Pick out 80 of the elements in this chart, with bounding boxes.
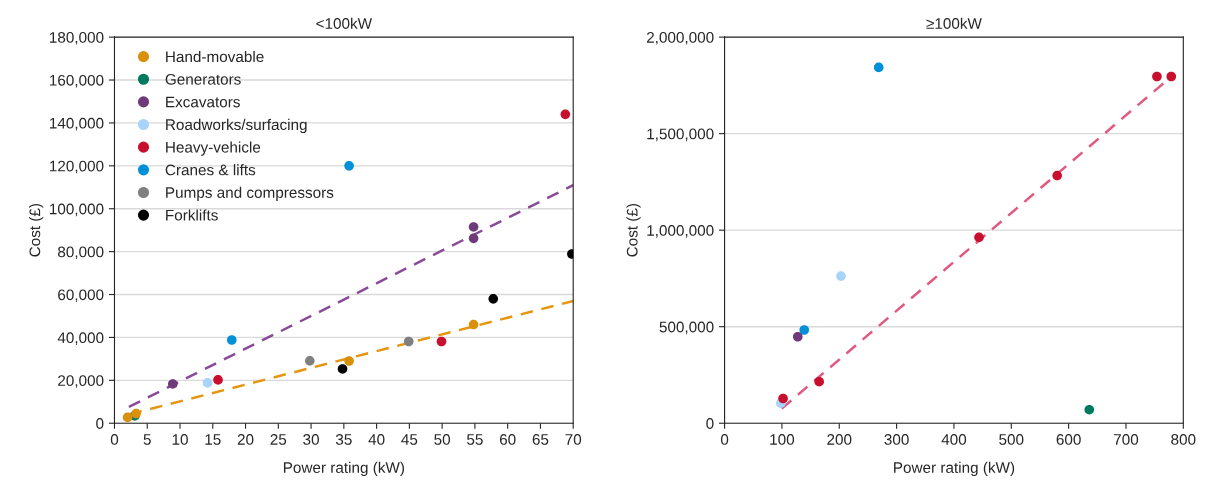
point [226,335,237,345]
point [974,232,984,243]
legend-label: Pumps and compressors [166,186,334,201]
x-tick-label: 25 [270,434,287,445]
x-tick-label: 200 [827,434,852,445]
x-tick-label: 300 [884,434,909,445]
x-tick-label: 5 [143,434,151,445]
point [792,331,803,342]
point [337,364,348,374]
point [202,378,213,388]
x-tick-label: 400 [941,434,967,445]
x-tick-label: 0 [110,434,119,445]
point [213,375,223,385]
point [122,412,133,423]
y-tick-label: 40,000 [57,332,104,345]
y-tick-label: 1,500,000 [647,128,714,142]
point [304,355,315,366]
y-tick-label: 80,000 [58,246,104,260]
y-tick-label: 160,000 [50,74,104,88]
x-tick-label: 35 [335,434,352,445]
chart-title: ≥100kW [926,17,982,29]
x-tick-label: 500 [999,434,1024,445]
y-tick-label: 0 [706,418,714,429]
y-tick-label: 0 [96,418,104,429]
x-tick-label: 30 [303,434,319,445]
y-axis-title: Cost (£) [29,203,44,257]
point [468,233,479,244]
y-tick-label: 1,000,000 [647,225,714,238]
x-tick-label: 0 [720,434,729,445]
y-tick-label: 140,000 [50,117,104,131]
point [468,319,479,330]
point [560,109,571,120]
y-tick-label: 2,000,000 [646,31,714,45]
legend-label: Roadworks/surfacing [166,118,307,134]
x-tick-label: 45 [401,434,418,445]
point [799,325,810,335]
x-tick-label: 800 [1171,434,1196,445]
point [344,161,354,171]
point [873,62,884,73]
legend-label: Hand-movable [166,50,264,63]
chart-title: <100kW [316,17,373,29]
x-tick-label: 50 [434,434,451,445]
y-tick-label: 20,000 [58,375,104,388]
y-axis-title: Cost (£) [626,203,641,257]
y-tick-label: 500,000 [659,321,714,335]
x-tick-label: 100 [770,434,795,445]
point [403,336,414,347]
point [167,379,178,389]
y-tick-label: 60,000 [58,289,104,303]
x-axis-title: Power rating (kW) [894,461,1015,477]
point [436,336,447,347]
x-tick-label: 15 [205,434,221,445]
y-tick-label: 120,000 [50,160,104,174]
y-tick-label: 180,000 [50,31,104,45]
point [1052,170,1062,181]
point [814,376,825,387]
x-tick-label: 40 [368,434,385,445]
point [836,271,846,281]
x-tick-label: 65 [532,434,549,445]
x-tick-label: 20 [237,434,254,445]
x-axis-title: Power rating (kW) [283,461,405,477]
point [468,222,479,232]
legend-label: Excavators [166,96,240,108]
x-tick-label: 55 [467,434,483,445]
point [1084,404,1095,415]
legend-label: Heavy-vehicle [166,141,261,156]
point [1152,71,1162,82]
y-tick-label: 100,000 [50,203,104,217]
legend-label: Cranes & lifts [165,164,256,176]
point [1166,71,1177,82]
x-tick-label: 70 [565,434,582,445]
x-tick-label: 600 [1056,434,1081,445]
legend-label: Forklifts [166,209,218,221]
x-tick-label: 10 [172,434,188,445]
x-tick-label: 700 [1114,434,1139,445]
legend-label: Generators [165,73,241,85]
point [344,356,354,366]
point [778,393,788,404]
point [488,294,499,304]
x-tick-label: 60 [499,434,516,445]
